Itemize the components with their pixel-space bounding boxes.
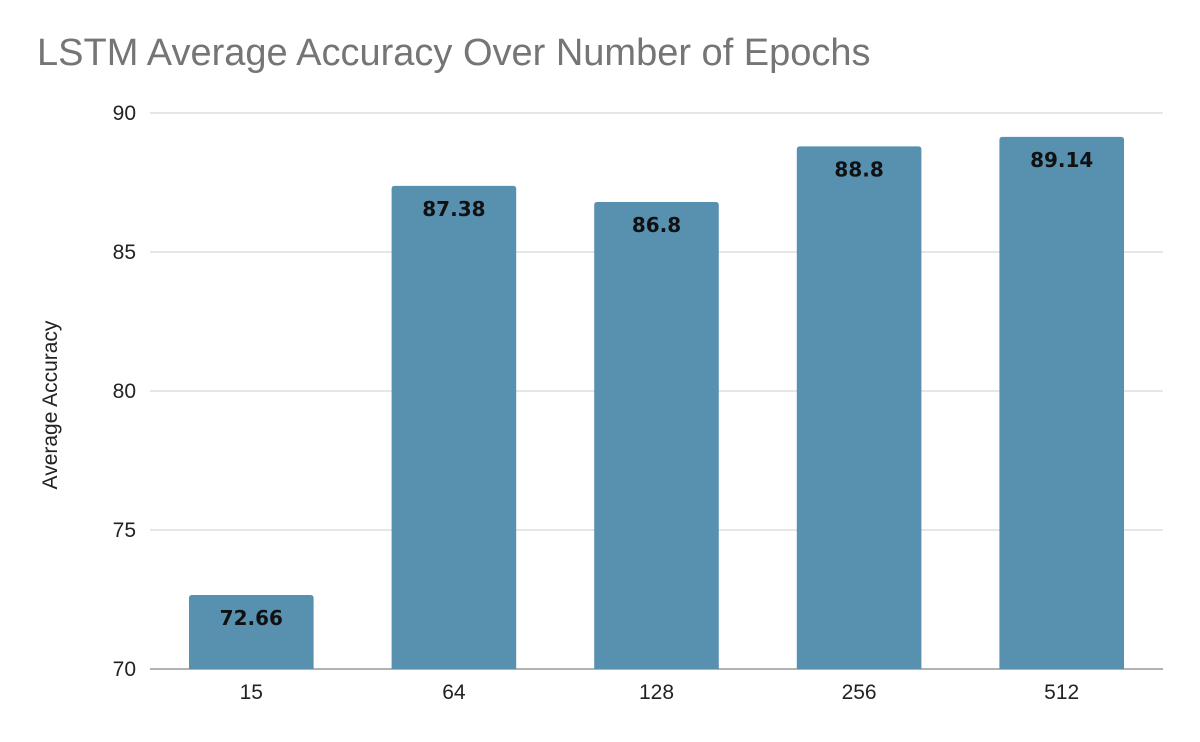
bar-15 [189,595,314,669]
y-tick-label: 75 [113,519,136,542]
bar-64 [391,185,517,669]
data-label-128: 86.8 [632,213,681,237]
x-tick-label: 512 [1044,681,1079,704]
y-tick-label: 80 [113,380,136,403]
y-tick-label: 70 [113,658,136,681]
y-axis-title: Average Accuracy [39,320,62,489]
data-label-64: 87.38 [422,197,485,221]
bar-128 [594,201,719,669]
x-axis-ticks: 15 64 128 256 512 [240,681,1080,704]
chart-title: LSTM Average Accuracy Over Number of Epo… [37,32,871,74]
x-tick-label: 15 [240,681,263,704]
data-label-15: 72.66 [220,606,283,630]
bars [189,136,1124,670]
data-label-256: 88.8 [834,157,883,181]
x-tick-label: 128 [639,681,674,704]
x-tick-label: 256 [842,681,877,704]
y-axis-ticks: 70 75 80 85 90 [113,102,136,681]
bar-512 [999,136,1124,669]
bar-256 [796,146,922,670]
y-tick-label: 85 [113,241,136,264]
data-labels: 72.66 87.38 86.8 88.8 89.14 [220,148,1094,630]
x-tick-label: 64 [442,681,466,704]
y-tick-label: 90 [113,102,136,125]
data-label-512: 89.14 [1030,148,1093,172]
